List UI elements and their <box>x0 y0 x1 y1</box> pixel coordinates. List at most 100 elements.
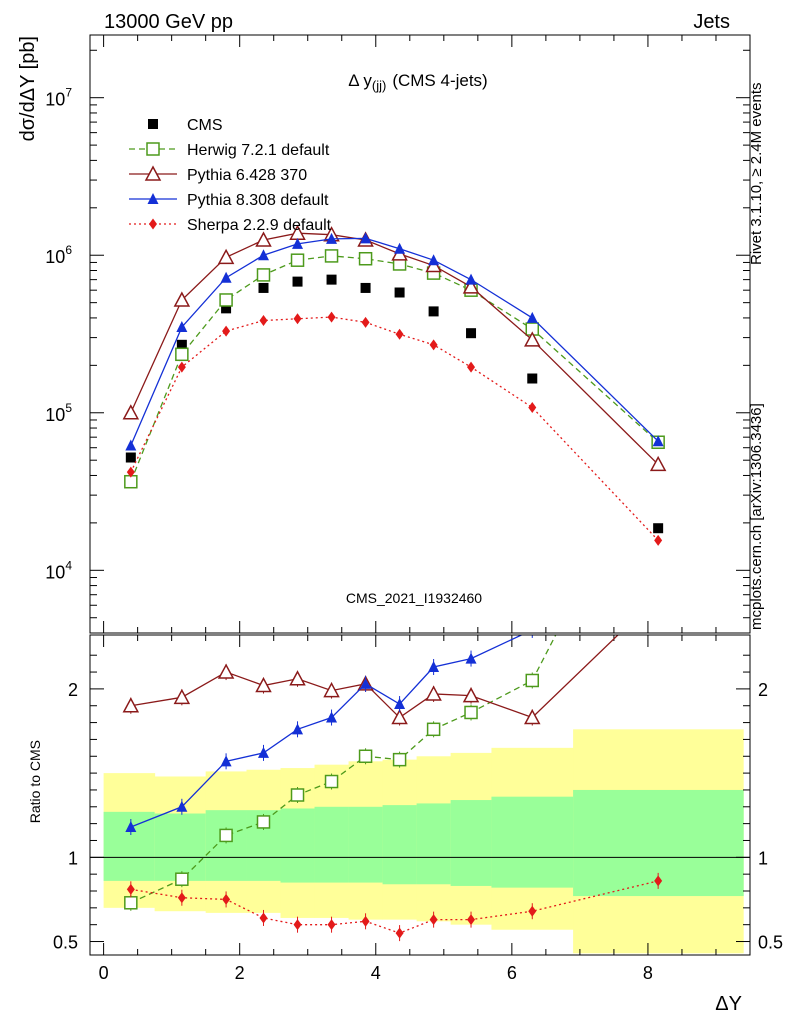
uncertainty-band-inner <box>280 808 316 883</box>
data-point-cms <box>428 306 439 317</box>
ratio-point-sherpa-2-2-9-default <box>259 912 268 924</box>
series-point-sherpa-2-2-9-default <box>126 466 135 478</box>
series-point-pythia-8-308-default <box>326 232 338 244</box>
ratio-point-pythia-6-428-370 <box>391 708 408 725</box>
uncertainty-band-inner <box>491 796 574 888</box>
series-point-pythia-8-308-default <box>465 273 477 285</box>
ratio-tick-label-left: 1 <box>68 848 78 868</box>
series-point-pythia-6-428-370 <box>649 455 667 472</box>
series-point-sherpa-2-2-9-default <box>654 534 663 546</box>
series-line-sherpa-2-2-9-default <box>130 316 659 541</box>
ratio-point-pythia-8-308-default <box>176 800 188 812</box>
data-point-cms <box>394 287 405 298</box>
series-point-sherpa-2-2-9-default <box>177 361 186 373</box>
ratio-point-pythia-8-308-default <box>394 698 406 710</box>
x-tick-label: 6 <box>507 963 517 983</box>
series-point-pythia-8-308-default <box>125 439 137 451</box>
y-tick-base: 10 <box>45 90 65 110</box>
ratio-point-herwig-7-2-1-default <box>426 722 441 737</box>
ratio-point-sherpa-2-2-9-default <box>361 915 370 927</box>
legend-label-pythia-6-428-370: Pythia 6.428 370 <box>187 167 307 184</box>
series-point-pythia-8-308-default <box>220 271 232 283</box>
frames <box>89 34 751 956</box>
ratio-point-pythia-8-308-default <box>258 746 270 758</box>
ratio-point-pythia-6-428-370 <box>173 688 191 705</box>
ratio-point-herwig-7-2-1-default <box>219 828 233 843</box>
uncertainty-band-inner <box>154 813 207 881</box>
series-point-sherpa-2-2-9-default <box>361 316 370 328</box>
uncertainty-band-inner <box>314 806 350 883</box>
rivet-label: Rivet 3.1.10, ≥ 2.4M events <box>748 83 765 266</box>
title-sub: (jj) <box>372 78 386 93</box>
header-category-label: Jets <box>693 11 730 33</box>
series-point-herwig-7-2-1-default <box>290 253 305 267</box>
ratio-line-pythia-8-308-default <box>130 635 523 828</box>
ratio-point-pythia-8-308-default <box>360 677 372 689</box>
legend-marker-pythia-6-428-370 <box>144 165 162 181</box>
data-point-cms <box>527 373 538 384</box>
y-tick-label: 104 <box>45 558 72 582</box>
series-point-pythia-6-428-370 <box>122 404 140 420</box>
uncertainty-band-inner <box>348 806 384 883</box>
series-point-pythia-8-308-default <box>258 249 270 261</box>
data-point-cms <box>221 303 232 314</box>
y-tick-label: 106 <box>45 243 72 267</box>
legend-label-cms: CMS <box>187 117 223 134</box>
series-point-pythia-6-428-370 <box>524 331 541 347</box>
uncertainty-band-inner <box>205 810 247 881</box>
legend-marker-cms <box>148 119 158 129</box>
ratio-line-herwig-7-2-1-default <box>130 635 557 904</box>
y-tick-label: 107 <box>45 86 72 110</box>
ratio-line-pythia-6-428-370 <box>130 635 619 719</box>
ratio-point-herwig-7-2-1-default <box>175 872 189 886</box>
ratio-point-sherpa-2-2-9-default <box>395 927 404 939</box>
series-point-pythia-6-428-370 <box>217 248 235 265</box>
ratio-tick-label-left: 2 <box>68 680 78 700</box>
title-tail: (CMS 4-jets) <box>392 71 487 90</box>
uncertainty-band-inner <box>382 805 418 885</box>
data-point-cms <box>360 282 371 293</box>
ratio-point-sherpa-2-2-9-default <box>327 919 336 931</box>
ratio-point-pythia-8-308-default <box>428 661 440 672</box>
series-point-sherpa-2-2-9-default <box>222 325 231 337</box>
ratio-point-herwig-7-2-1-default <box>290 788 305 802</box>
x-tick-label: 2 <box>235 963 245 983</box>
series-point-pythia-8-308-default <box>428 254 440 266</box>
legend-marker-pythia-8-308-default <box>147 193 159 204</box>
title-main: Δ y <box>348 71 372 90</box>
series-point-sherpa-2-2-9-default <box>259 315 268 327</box>
band-group <box>90 729 750 954</box>
series-point-herwig-7-2-1-default <box>219 293 233 307</box>
analysis-watermark: CMS_2021_I1932460 <box>346 590 482 606</box>
ratio-point-pythia-8-308-default <box>465 652 477 664</box>
series-point-pythia-8-308-default <box>292 237 304 249</box>
ratio-point-herwig-7-2-1-default <box>256 815 271 829</box>
header-process-label: 13000 GeV pp <box>104 11 233 33</box>
series-point-sherpa-2-2-9-default <box>327 311 336 323</box>
ratio-point-pythia-6-428-370 <box>462 687 480 703</box>
ratio-point-sherpa-2-2-9-default <box>177 892 186 904</box>
ratio-point-pythia-6-428-370 <box>323 681 340 698</box>
data-point-cms <box>258 282 269 293</box>
series-point-pythia-8-308-default <box>360 232 372 244</box>
series-point-pythia-6-428-370 <box>462 278 480 294</box>
y-axis-title: dσ/dΔY [pb] <box>17 36 39 141</box>
ratio-point-herwig-7-2-1-default <box>324 774 339 789</box>
uncertainty-band-inner <box>450 800 492 886</box>
legend-label-sherpa-2-2-9-default: Sherpa 2.2.9 default <box>187 217 332 234</box>
series-point-pythia-8-308-default <box>176 321 188 333</box>
plot-title: Δ y(jj) (CMS 4-jets) <box>348 71 487 93</box>
ratio-point-herwig-7-2-1-default <box>392 752 407 767</box>
ratio-series-group <box>122 635 663 942</box>
series-point-pythia-8-308-default <box>526 311 538 323</box>
ratio-tick-label-right: 0.5 <box>758 933 783 953</box>
y-tick-base: 10 <box>45 562 65 582</box>
series-point-pythia-6-428-370 <box>173 291 191 307</box>
ratio-point-pythia-8-308-default <box>292 723 304 735</box>
data-point-cms <box>292 276 303 287</box>
ratio-point-pythia-6-428-370 <box>122 697 140 713</box>
ratio-point-sherpa-2-2-9-default <box>126 883 135 895</box>
uncertainty-band-inner <box>416 803 452 885</box>
ratio-axis-title: Ratio to CMS <box>27 740 43 823</box>
